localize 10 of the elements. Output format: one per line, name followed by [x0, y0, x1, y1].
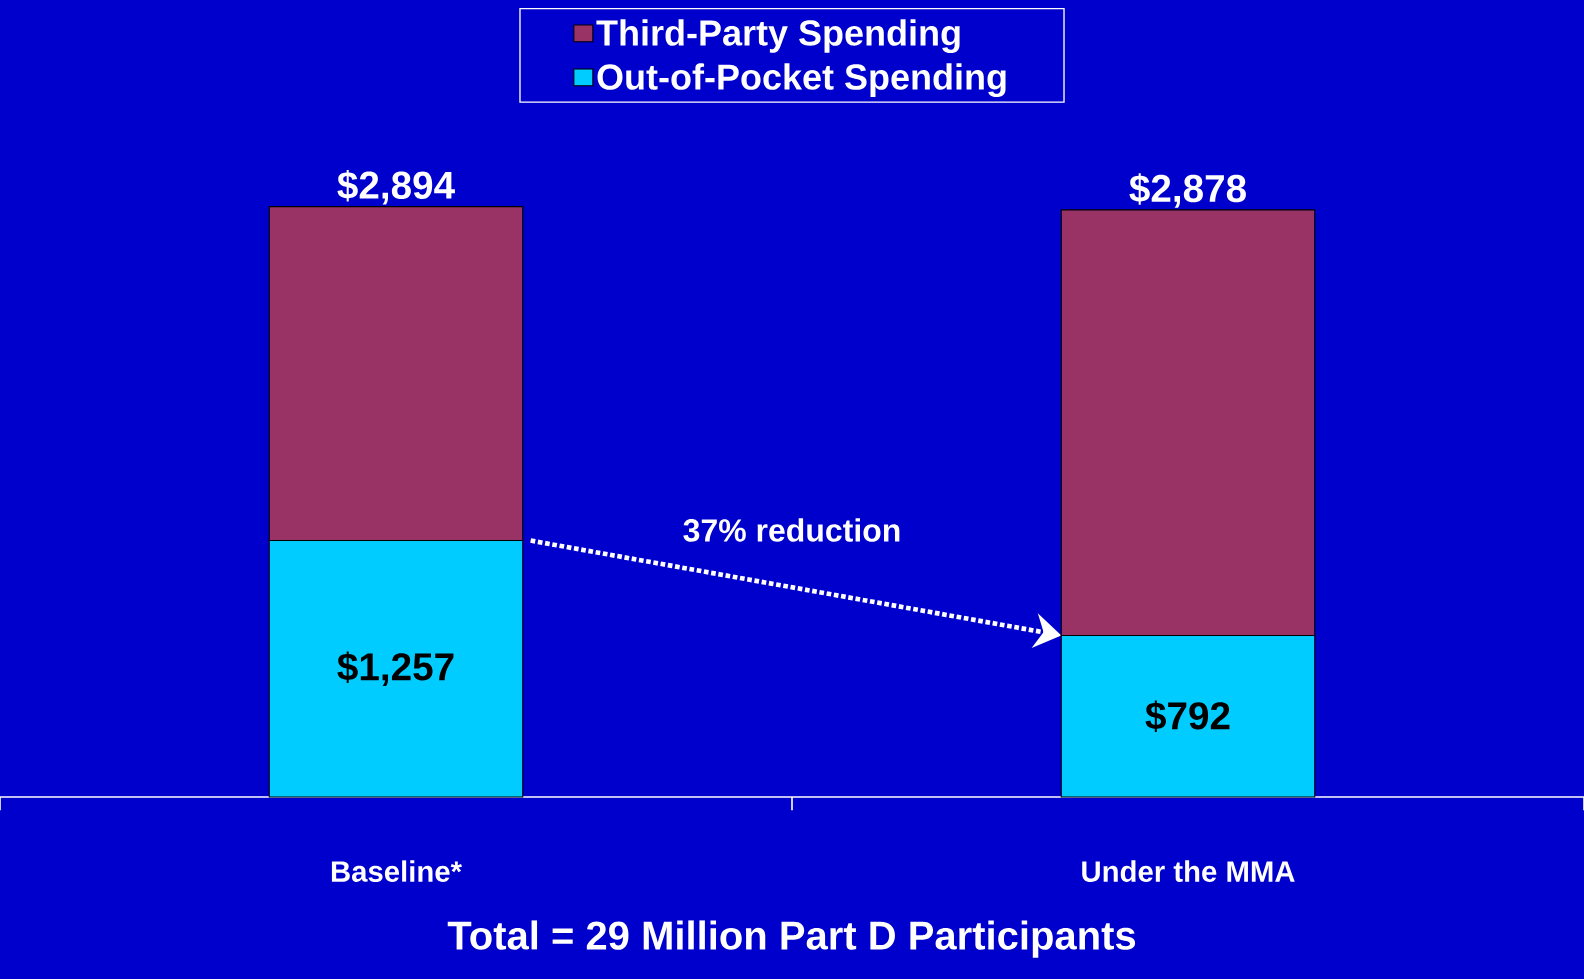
x-tick-label: Under the MMA [1082, 860, 1295, 882]
legend-label: Third-Party Spending [596, 19, 960, 54]
total-label: $2,878 [1129, 173, 1246, 208]
x-axis-title: Total = 29 Million Part D Participants [447, 920, 1136, 958]
annotation: 37% reduction [683, 518, 900, 542]
data-label: $792 [1145, 700, 1230, 732]
data-label: $1,257 [337, 651, 454, 687]
x-tick-label: Baseline* [331, 860, 463, 882]
legend-label: Out-of-Pocket Spending [597, 63, 1006, 98]
total-label: $2,894 [337, 169, 455, 205]
